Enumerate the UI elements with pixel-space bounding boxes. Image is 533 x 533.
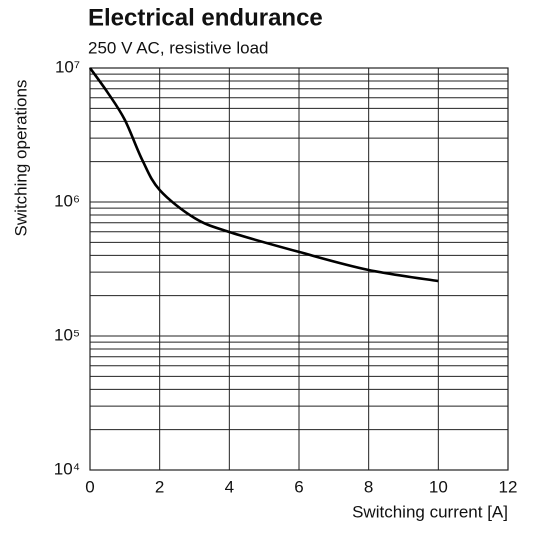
x-tick-label: 8 xyxy=(364,477,373,496)
x-tick-label: 2 xyxy=(155,477,164,496)
y-axis-label: Switching operations xyxy=(11,80,30,237)
x-tick-label: 12 xyxy=(499,477,518,496)
x-tick-label: 0 xyxy=(85,477,94,496)
x-tick-label: 6 xyxy=(294,477,303,496)
x-tick-label: 10 xyxy=(429,477,448,496)
chart-title: Electrical endurance xyxy=(88,4,323,31)
chart-subtitle: 250 V AC, resistive load xyxy=(88,38,268,57)
x-tick-label: 4 xyxy=(225,477,234,496)
plot-frame xyxy=(89,67,509,471)
y-tick-label: 10⁷ xyxy=(55,57,80,76)
y-tick-label: 10⁴ xyxy=(54,459,80,478)
y-tick-label: 10⁵ xyxy=(54,325,80,344)
x-axis-label: Switching current [A] xyxy=(352,502,508,521)
y-tick-label: 10⁶ xyxy=(54,191,80,210)
curve xyxy=(88,67,439,283)
